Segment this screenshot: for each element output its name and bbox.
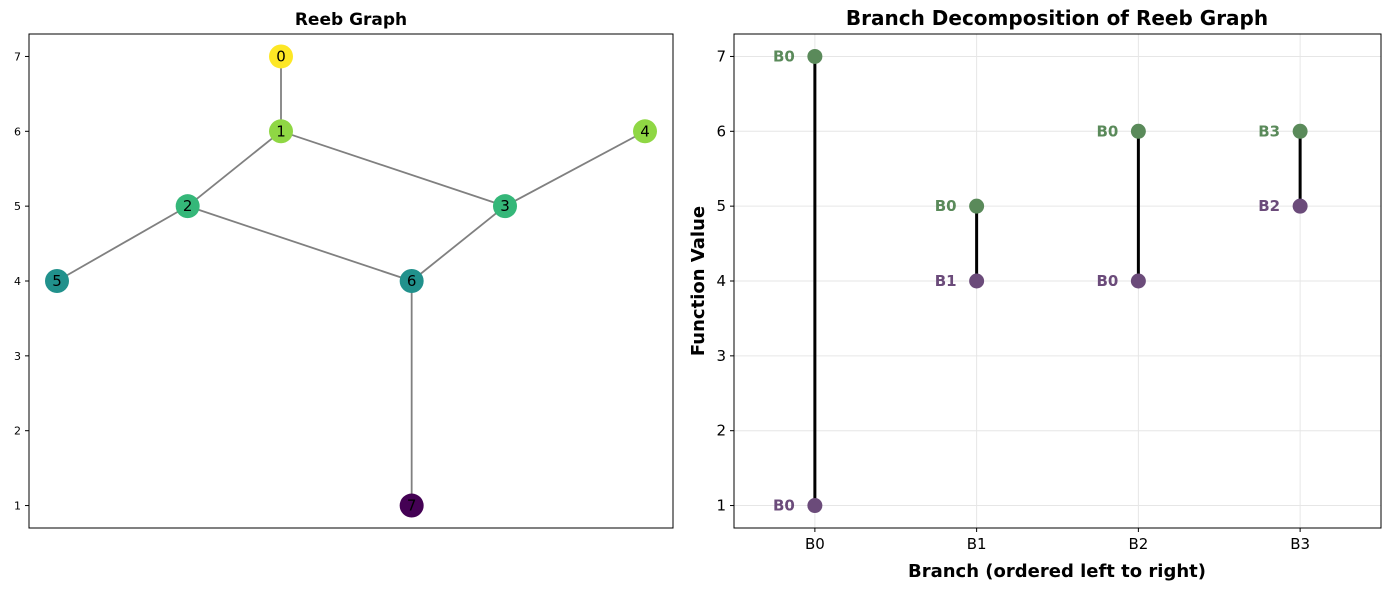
branch-bottom-point bbox=[1130, 273, 1146, 289]
branch-top-label: B0 bbox=[773, 47, 795, 65]
y-tick-label: 7 bbox=[716, 47, 726, 65]
graph-node bbox=[175, 194, 200, 219]
y-tick-label: 6 bbox=[14, 125, 21, 138]
node-label: 0 bbox=[276, 47, 286, 65]
branch-bottom-point bbox=[969, 273, 985, 289]
graph-edge bbox=[280, 130, 506, 208]
y-tick-label: 4 bbox=[716, 272, 726, 290]
y-tick-label: 1 bbox=[14, 500, 21, 513]
graph-node bbox=[269, 44, 293, 69]
branch-bottom-point bbox=[1292, 198, 1308, 214]
branch-top-label: B0 bbox=[1097, 122, 1119, 140]
branch-top-label: B3 bbox=[1258, 122, 1280, 140]
graph-edge bbox=[187, 205, 412, 282]
node-label: 4 bbox=[640, 122, 650, 140]
branch-top-point bbox=[1292, 123, 1308, 139]
y-tick-label: 5 bbox=[14, 200, 21, 213]
x-axis-label: Branch (ordered left to right) bbox=[908, 561, 1206, 582]
graph-node bbox=[45, 269, 69, 293]
branch-bottom-label: B0 bbox=[773, 497, 795, 515]
x-tick-label: B3 bbox=[1290, 535, 1310, 553]
x-tick-label: B2 bbox=[1128, 535, 1148, 553]
x-tick-label: B1 bbox=[967, 535, 987, 553]
node-label: 6 bbox=[407, 272, 417, 290]
reeb-graph-plot-area bbox=[28, 33, 674, 529]
y-tick-label: 6 bbox=[716, 122, 726, 140]
branch-decomposition-panel: Branch Decomposition of Reeb Graph 1 2 3 4 5… bbox=[688, 6, 1382, 582]
branch-top-label: B0 bbox=[935, 197, 957, 215]
node-label: 7 bbox=[407, 497, 417, 515]
graph-edge bbox=[56, 205, 189, 282]
y-tick-label: 5 bbox=[716, 197, 726, 215]
branch-bottom-label: B1 bbox=[935, 272, 957, 290]
branch-top-point bbox=[807, 48, 823, 64]
node-label: 5 bbox=[52, 272, 62, 290]
branch-plot-area bbox=[733, 33, 1382, 529]
graph-node bbox=[399, 493, 424, 518]
graph-node bbox=[493, 194, 517, 219]
y-axis-label: Function Value bbox=[688, 206, 709, 356]
y-tick-label: 3 bbox=[716, 347, 726, 365]
graph-node bbox=[633, 119, 657, 144]
graph-node bbox=[399, 269, 424, 293]
y-tick-label: 7 bbox=[14, 50, 21, 63]
node-label: 2 bbox=[183, 197, 193, 215]
node-label: 1 bbox=[276, 122, 286, 140]
branch-top-point bbox=[969, 198, 985, 214]
x-tick-label: B0 bbox=[805, 535, 825, 553]
y-tick-label: 1 bbox=[716, 497, 726, 515]
graph-edge bbox=[187, 130, 282, 207]
y-tick-label: 2 bbox=[716, 422, 726, 440]
graph-edge bbox=[504, 130, 646, 207]
graph-node bbox=[269, 119, 293, 144]
node-label: 3 bbox=[500, 197, 510, 215]
branch-bottom-point bbox=[807, 498, 823, 514]
branch-decomposition-title: Branch Decomposition of Reeb Graph bbox=[846, 6, 1268, 30]
reeb-graph-title: Reeb Graph bbox=[295, 10, 407, 30]
y-tick-label: 2 bbox=[14, 425, 21, 438]
branch-bottom-label: B2 bbox=[1258, 197, 1280, 215]
y-tick-label: 3 bbox=[14, 350, 21, 363]
branch-bottom-label: B0 bbox=[1097, 272, 1119, 290]
reeb-graph-panel: Reeb Graph 1 2 3 4 5 6 7 0 1 2 3 4 5 6 7 bbox=[14, 10, 674, 529]
graph-edge bbox=[411, 205, 506, 282]
y-tick-label: 4 bbox=[14, 275, 21, 288]
branch-top-point bbox=[1130, 123, 1146, 139]
